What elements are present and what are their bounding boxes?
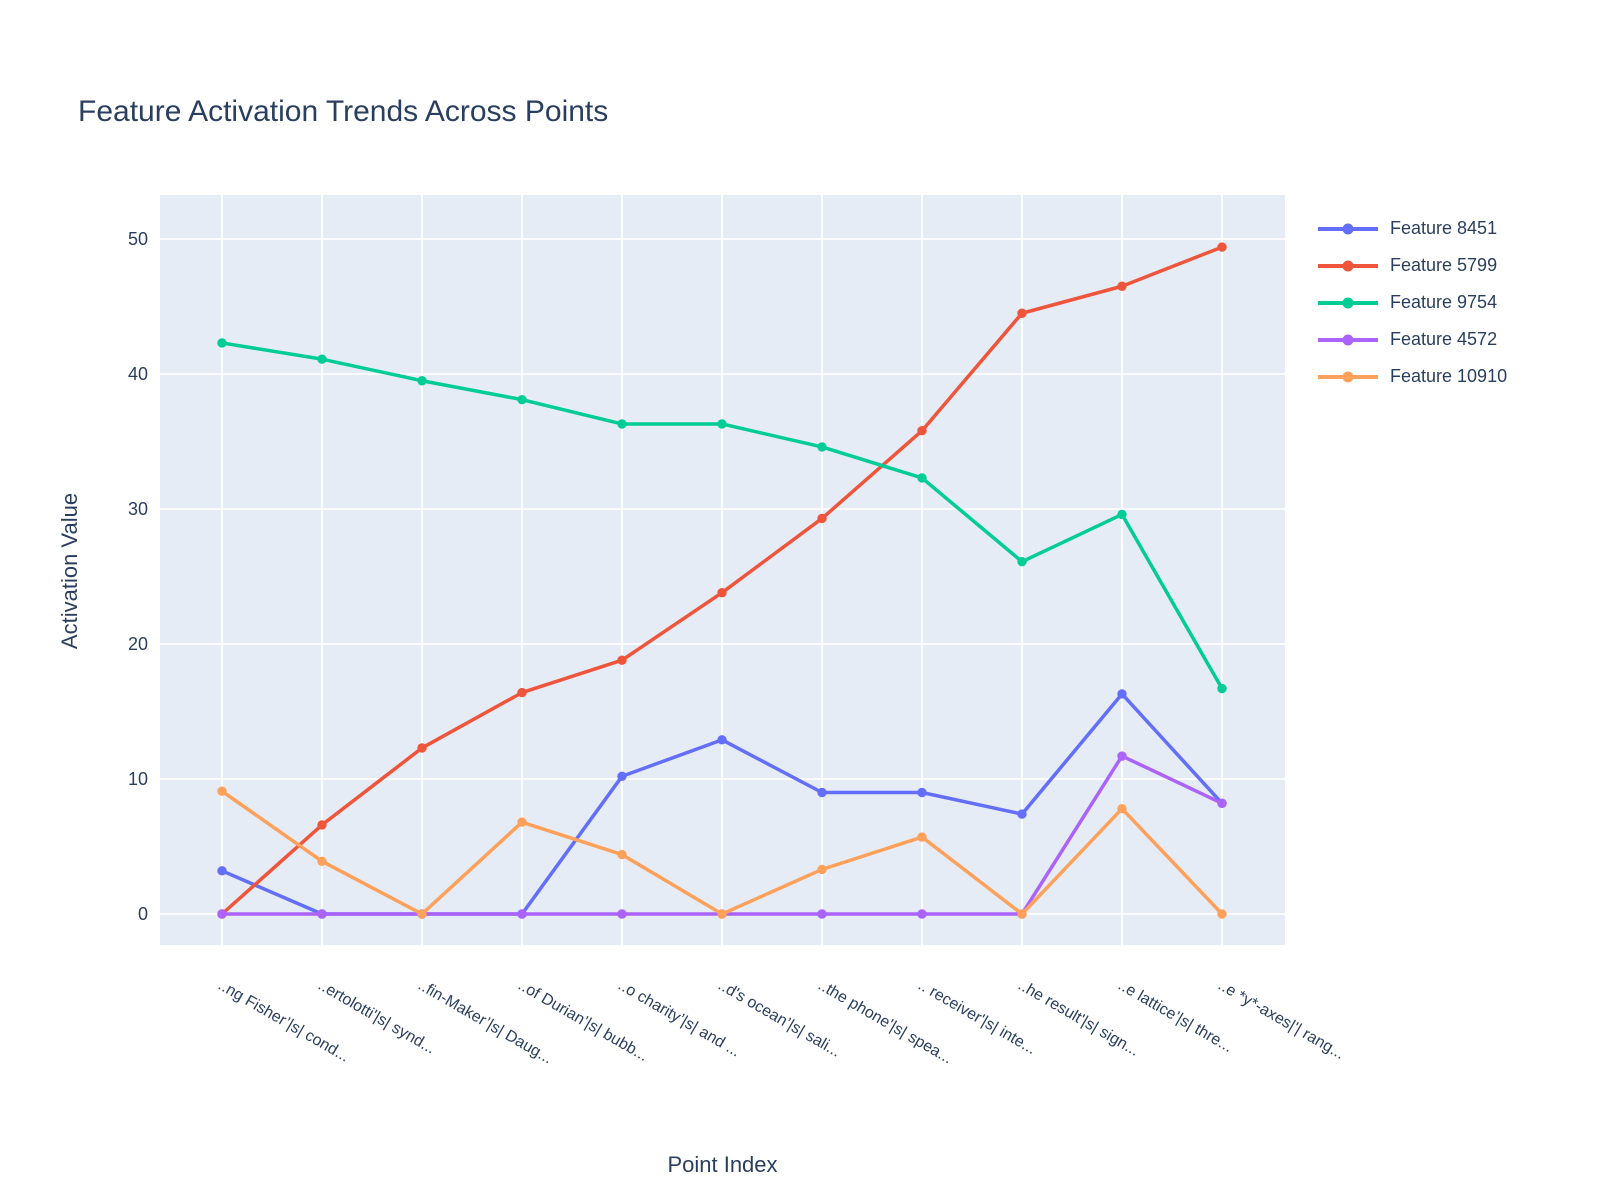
series-marker-feature-8451 bbox=[1017, 809, 1027, 819]
series-marker-feature-9754 bbox=[817, 442, 827, 452]
series-marker-feature-10910 bbox=[417, 909, 427, 919]
legend-label: Feature 8451 bbox=[1390, 218, 1498, 238]
series-marker-feature-10910 bbox=[1017, 909, 1027, 919]
series-marker-feature-10910 bbox=[717, 909, 727, 919]
legend: Feature 8451 Feature 5799 Feature 9754 Feat… bbox=[1318, 210, 1507, 395]
legend-item-feature-10910[interactable]: Feature 10910 bbox=[1318, 358, 1507, 395]
series-marker-feature-9754 bbox=[1217, 683, 1227, 694]
series-marker-feature-4572 bbox=[1217, 798, 1227, 808]
legend-item-feature-4572[interactable]: Feature 4572 bbox=[1318, 321, 1507, 358]
legend-swatch-icon bbox=[1318, 223, 1378, 234]
series-marker-feature-5799 bbox=[1017, 308, 1027, 318]
series-marker-feature-9754 bbox=[317, 354, 327, 364]
series-marker-feature-5799 bbox=[917, 426, 927, 436]
series-marker-feature-8451 bbox=[1117, 689, 1127, 699]
y-tick-label: 50 bbox=[128, 229, 148, 249]
series-marker-feature-8451 bbox=[617, 771, 627, 781]
series-marker-feature-4572 bbox=[1117, 751, 1127, 761]
series-marker-feature-9754 bbox=[917, 473, 927, 483]
series-marker-feature-5799 bbox=[717, 588, 727, 598]
y-tick-label: 10 bbox=[128, 769, 148, 789]
legend-label: Feature 4572 bbox=[1390, 329, 1498, 349]
series-marker-feature-9754 bbox=[217, 338, 227, 348]
series-marker-feature-4572 bbox=[617, 909, 627, 919]
legend-label: Feature 10910 bbox=[1390, 366, 1508, 386]
series-marker-feature-10910 bbox=[1117, 804, 1127, 814]
series-marker-feature-4572 bbox=[517, 909, 527, 919]
series-marker-feature-9754 bbox=[517, 394, 527, 405]
series-marker-feature-10910 bbox=[1217, 909, 1227, 919]
y-axis-title: Activation Value bbox=[57, 492, 82, 650]
y-tick-label: 20 bbox=[128, 634, 148, 654]
chart-title: Feature Activation Trends Across Points bbox=[78, 95, 609, 128]
series-marker-feature-10910 bbox=[317, 856, 327, 867]
y-tick-label: 30 bbox=[128, 499, 148, 519]
series-marker-feature-9754 bbox=[617, 419, 627, 429]
legend-label: Feature 5799 bbox=[1390, 255, 1498, 275]
series-marker-feature-10910 bbox=[617, 849, 627, 860]
series-marker-feature-5799 bbox=[817, 513, 827, 524]
series-marker-feature-4572 bbox=[917, 909, 927, 919]
series-marker-feature-9754 bbox=[417, 376, 427, 386]
series-marker-feature-10910 bbox=[517, 817, 527, 827]
series-marker-feature-8451 bbox=[217, 866, 227, 876]
legend-swatch-icon bbox=[1318, 260, 1378, 271]
legend-swatch-icon bbox=[1318, 297, 1378, 308]
series-marker-feature-5799 bbox=[1117, 281, 1127, 291]
series-marker-feature-4572 bbox=[817, 909, 827, 919]
series-marker-feature-8451 bbox=[917, 787, 927, 798]
legend-item-feature-9754[interactable]: Feature 9754 bbox=[1318, 284, 1507, 321]
series-marker-feature-8451 bbox=[817, 787, 827, 798]
y-tick-label: 0 bbox=[138, 904, 148, 924]
series-marker-feature-9754 bbox=[1017, 556, 1027, 567]
series-marker-feature-10910 bbox=[917, 832, 927, 842]
series-marker-feature-9754 bbox=[717, 419, 727, 429]
series-marker-feature-5799 bbox=[417, 743, 427, 753]
series-marker-feature-5799 bbox=[617, 655, 627, 665]
series-marker-feature-4572 bbox=[217, 909, 227, 919]
y-tick-label: 40 bbox=[128, 364, 148, 384]
legend-swatch-icon bbox=[1318, 334, 1378, 345]
series-marker-feature-9754 bbox=[1117, 509, 1127, 520]
legend-item-feature-8451[interactable]: Feature 8451 bbox=[1318, 210, 1507, 247]
series-marker-feature-5799 bbox=[1217, 242, 1227, 252]
legend-item-feature-5799[interactable]: Feature 5799 bbox=[1318, 247, 1507, 284]
series-marker-feature-10910 bbox=[217, 786, 227, 796]
series-marker-feature-10910 bbox=[817, 864, 827, 875]
series-marker-feature-8451 bbox=[717, 735, 727, 745]
series-marker-feature-5799 bbox=[317, 820, 327, 830]
x-axis-title: Point Index bbox=[667, 1152, 778, 1177]
legend-label: Feature 9754 bbox=[1390, 292, 1498, 312]
legend-swatch-icon bbox=[1318, 371, 1378, 382]
series-marker-feature-4572 bbox=[317, 909, 327, 919]
x-tick-label: ..e *y*-axes|'| rang... bbox=[1215, 977, 1347, 1063]
series-marker-feature-5799 bbox=[517, 687, 527, 698]
